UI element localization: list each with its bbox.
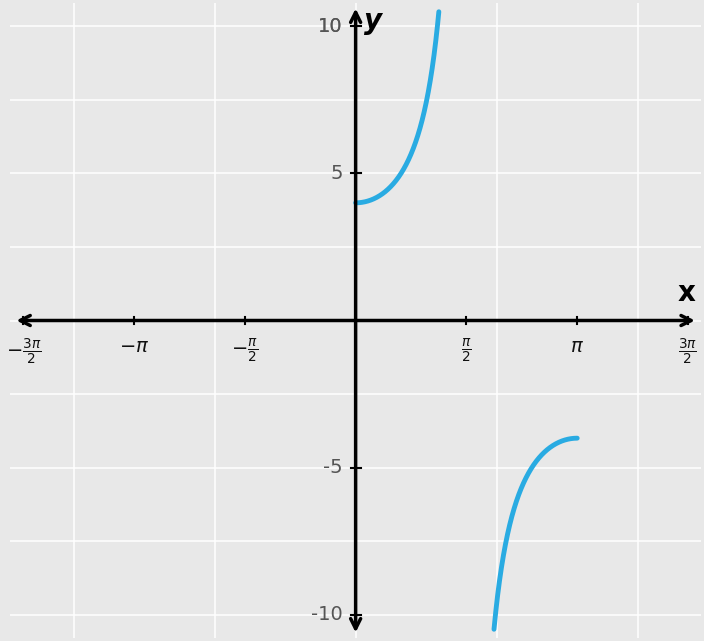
Text: $\frac{\pi}{2}$: $\frac{\pi}{2}$ [461, 337, 472, 365]
Text: $-\frac{\pi}{2}$: $-\frac{\pi}{2}$ [232, 337, 258, 365]
Text: 5: 5 [330, 164, 343, 183]
Text: $-\pi$: $-\pi$ [119, 337, 149, 356]
Text: $\pi$: $\pi$ [570, 337, 584, 356]
Text: x: x [678, 279, 696, 307]
Text: 10: 10 [318, 17, 343, 36]
Text: y: y [364, 7, 382, 35]
Text: $\frac{3\pi}{2}$: $\frac{3\pi}{2}$ [679, 337, 698, 367]
Text: 10: 10 [318, 17, 343, 36]
Text: $-\frac{3\pi}{2}$: $-\frac{3\pi}{2}$ [6, 337, 41, 367]
Text: -5: -5 [323, 458, 343, 477]
Text: -10: -10 [311, 605, 343, 624]
